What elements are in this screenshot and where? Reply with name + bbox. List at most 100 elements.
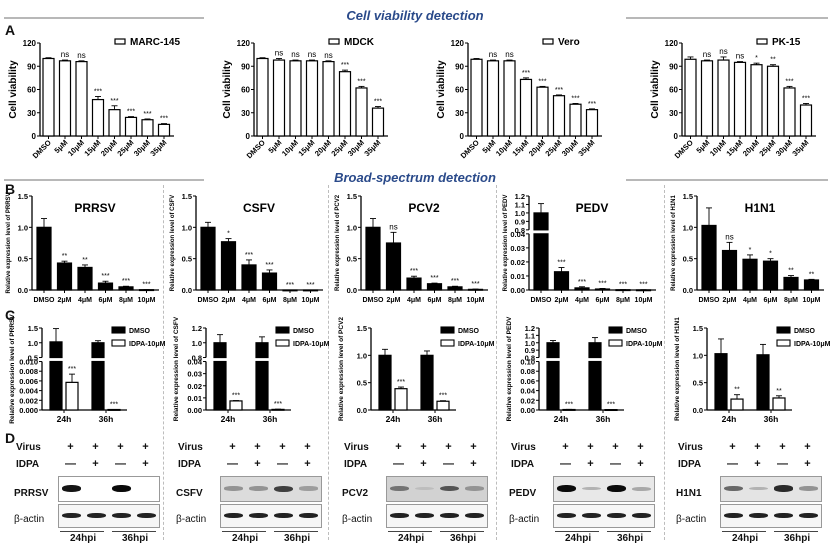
y-tick-label: 0.0 — [683, 286, 693, 295]
x-tick-label: 36h — [596, 414, 611, 424]
y-tick-label: 1.1 — [515, 200, 525, 209]
timepoint-underline — [388, 531, 432, 532]
x-tick-label: 25μM — [115, 138, 135, 158]
y-tick-label: 0.5 — [693, 379, 703, 388]
bar — [261, 272, 278, 291]
bar — [574, 287, 590, 291]
y-tick-label: 90 — [455, 62, 464, 71]
significance-label: *** — [127, 109, 135, 116]
y-tick-label: 120 — [451, 39, 465, 48]
bar — [108, 109, 121, 137]
divider-4 — [664, 185, 665, 540]
chart-title: H1N1 — [745, 201, 776, 215]
western-blot-prrsv: Virus IDPA + + + + — + — + PRRSV β-actin 24hpi 36hpi — [10, 438, 160, 544]
significance-label: *** — [265, 262, 273, 269]
target-band — [299, 486, 318, 491]
bar — [220, 241, 237, 291]
significance-label: *** — [451, 278, 459, 285]
x-tick-label: 10μM — [494, 138, 514, 158]
bar — [406, 277, 422, 291]
x-tick-label: 6μM — [262, 297, 276, 304]
timepoint-underline — [222, 531, 266, 532]
y-tick-label: 0 — [460, 132, 465, 141]
y-tick-label: 0.5 — [683, 255, 693, 264]
chart-timecourse-pedv: Relative expression level of PEDV 0.80.91… — [506, 316, 663, 424]
timepoint-label: 24hpi — [232, 533, 259, 544]
actin-band — [274, 513, 293, 518]
virus-sign: + — [229, 441, 236, 453]
y-tick-label: 30 — [27, 109, 36, 118]
panel-letter-a: A — [5, 22, 16, 38]
significance-label: ns — [719, 47, 727, 56]
bar — [533, 233, 549, 291]
target-band — [749, 486, 768, 491]
timepoint-underline — [440, 531, 484, 532]
significance-label: ** — [770, 57, 776, 64]
x-tick-label: 10μM — [280, 138, 300, 158]
y-tick-label: 0.5 — [182, 255, 192, 264]
y-tick-label: 0.002 — [19, 396, 38, 405]
y-tick-label: 0.000 — [19, 406, 38, 415]
divider-2 — [328, 185, 329, 540]
x-tick-label: 36h — [99, 414, 114, 424]
bar — [447, 286, 463, 291]
actin-blot — [58, 504, 160, 528]
y-tick-label: 0.0 — [18, 286, 28, 295]
significance-label: ns — [505, 50, 513, 59]
actin-band — [465, 513, 484, 518]
legend-label: DMSO — [626, 328, 648, 335]
x-tick-label: 10μM — [708, 138, 728, 158]
chart-viability-marc145: Cell viability0306090120DMSOns5μMns10μM*… — [8, 37, 180, 160]
timepoint-underline — [555, 531, 599, 532]
actin-label: β-actin — [509, 514, 540, 525]
idpa-sign: + — [142, 458, 149, 470]
bar — [394, 388, 408, 411]
bar — [569, 103, 582, 137]
y-tick-label: 0.02 — [520, 396, 535, 405]
significance-label: *** — [802, 95, 810, 102]
significance-label: *** — [143, 111, 151, 118]
y-tick-label: 120 — [237, 39, 251, 48]
bar — [256, 57, 269, 137]
x-tick-label: 2μM — [554, 297, 568, 304]
x-tick-label: DMSO — [198, 297, 220, 304]
chart-expression-pedv: Relative expression level of PEDV 0.80.91… — [503, 192, 656, 304]
significance-label: * — [755, 55, 758, 62]
legend-label: IDPA-10μM — [626, 341, 663, 348]
significance-label: *** — [122, 278, 130, 285]
y-axis-label: Cell viability — [222, 60, 233, 119]
bar — [241, 264, 257, 291]
x-tick-label: 25μM — [543, 138, 563, 158]
actin-band — [557, 513, 576, 518]
significance-label: *** — [619, 282, 627, 289]
virus-row-label: Virus — [16, 442, 41, 453]
y-axis-label: Relative expression level of PEDV — [503, 195, 509, 292]
significance-label: *** — [94, 88, 102, 95]
x-tick-label: 2μM — [57, 297, 71, 304]
bar — [91, 98, 105, 137]
y-axis-label: Relative expression level of CSFV — [173, 316, 180, 421]
mid-rule-right — [626, 179, 828, 181]
x-tick-label: 15μM — [510, 138, 530, 158]
bar — [305, 60, 319, 137]
y-tick-label: 60 — [241, 86, 250, 95]
legend-swatch — [275, 339, 290, 347]
bar — [799, 104, 813, 137]
legend-label: DMSO — [129, 328, 151, 335]
virus-sign: + — [395, 441, 402, 453]
x-tick-label: DMSO — [363, 297, 385, 304]
bar — [255, 342, 269, 359]
target-band — [557, 485, 576, 492]
y-axis-label: Relative expression level of PCV2 — [338, 317, 345, 421]
bar — [585, 109, 599, 137]
significance-label: *** — [639, 282, 647, 289]
x-tick-label: 8μM — [119, 297, 133, 304]
timepoint-label: 36hpi — [784, 533, 811, 544]
y-tick-label: 1.0 — [28, 339, 38, 348]
legend-swatch — [275, 326, 290, 334]
y-tick-label: 0.008 — [19, 367, 38, 376]
y-tick-label: 1.1 — [525, 331, 535, 340]
x-tick-label: 10μM — [66, 138, 86, 158]
actin-band — [415, 513, 434, 518]
bar — [783, 276, 799, 291]
